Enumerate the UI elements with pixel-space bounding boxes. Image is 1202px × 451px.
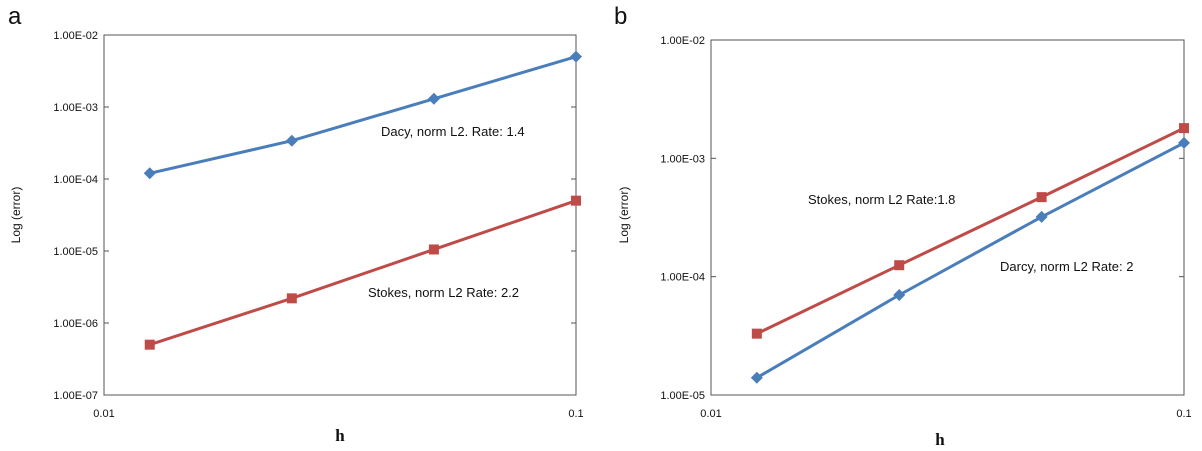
diamond-marker	[1178, 136, 1190, 149]
diamond-marker	[143, 167, 156, 180]
series-line-1	[756, 126, 1185, 335]
y-tick-label: 1.00E-06	[53, 318, 98, 330]
panel-a-annotation-stokes: Stokes, norm L2 Rate: 2.2	[368, 285, 519, 300]
y-tick-label: 1.00E-03	[53, 102, 98, 114]
series-line-2	[149, 199, 577, 347]
panel-b: b 1.00E-051.00E-041.00E-031.00E-02 0.01 0…	[614, 3, 1192, 449]
panel-a-x-axis-label: h	[335, 426, 345, 445]
panel-b-y-ticks: 1.00E-05 1.00E-04 1.00E-03 1.00E-02	[660, 35, 1184, 402]
y-tick-label: 1.00E-03	[660, 153, 705, 165]
panel-b-x-ticks: 0.01 0.1	[700, 390, 1192, 420]
panel-a-annotation-darcy: Dacy, norm L2. Rate: 1.4	[381, 124, 525, 139]
panel-b-letter: b	[614, 3, 627, 30]
panel-b-y-axis-label: Log (error)	[617, 187, 631, 244]
diamond-marker	[427, 92, 440, 105]
y-tick-label: 1.00E-05	[53, 246, 98, 258]
square-marker	[894, 260, 905, 271]
series-line-1	[149, 55, 577, 175]
y-tick-label: 1.00E-02	[53, 30, 98, 42]
diamond-marker	[750, 371, 763, 384]
panel-a-x-ticks: 0.01 0.1	[93, 390, 584, 420]
x-tick-label: 0.01	[93, 408, 114, 420]
square-marker	[1036, 192, 1047, 203]
y-tick-label: 1.00E-04	[660, 272, 705, 284]
square-marker	[286, 293, 297, 304]
square-marker	[571, 195, 581, 206]
square-marker	[1179, 123, 1189, 134]
x-tick-label: 0.01	[700, 408, 721, 420]
square-marker	[144, 339, 155, 350]
panel-a: a 1.00E-071.00E-061.00E-051.00E-041.00E-…	[8, 3, 584, 445]
diamond-marker	[893, 288, 906, 301]
y-tick-label: 1.00E-04	[53, 174, 98, 186]
diamond-marker	[570, 50, 582, 63]
panel-a-plot-frame	[103, 34, 577, 396]
square-marker	[428, 244, 439, 255]
y-tick-label: 1.00E-02	[660, 35, 705, 47]
y-tick-label: 1.00E-05	[660, 390, 705, 402]
panel-a-letter: a	[8, 3, 22, 30]
panel-b-plot-frame	[710, 39, 1185, 396]
panel-b-annotation-stokes: Stokes, norm L2 Rate:1.8	[808, 192, 955, 207]
series-line-2	[756, 141, 1185, 380]
panel-a-series	[143, 50, 582, 350]
x-tick-label: 0.1	[1176, 408, 1191, 420]
panel-b-annotation-darcy: Darcy, norm L2 Rate: 2	[1000, 259, 1133, 274]
panel-b-x-axis-label: h	[935, 430, 945, 449]
panel-a-y-axis-label: Log (error)	[9, 187, 23, 244]
x-tick-label: 0.1	[568, 408, 583, 420]
panel-a-y-ticks: 1.00E-07 1.00E-06 1.00E-05 1.00E-04 1.00E-03…	[53, 30, 576, 402]
y-tick-label: 1.00E-07	[53, 390, 98, 402]
diamond-marker	[285, 134, 298, 147]
panel-b-series	[750, 123, 1190, 384]
square-marker	[751, 328, 762, 339]
diamond-marker	[1035, 210, 1048, 223]
